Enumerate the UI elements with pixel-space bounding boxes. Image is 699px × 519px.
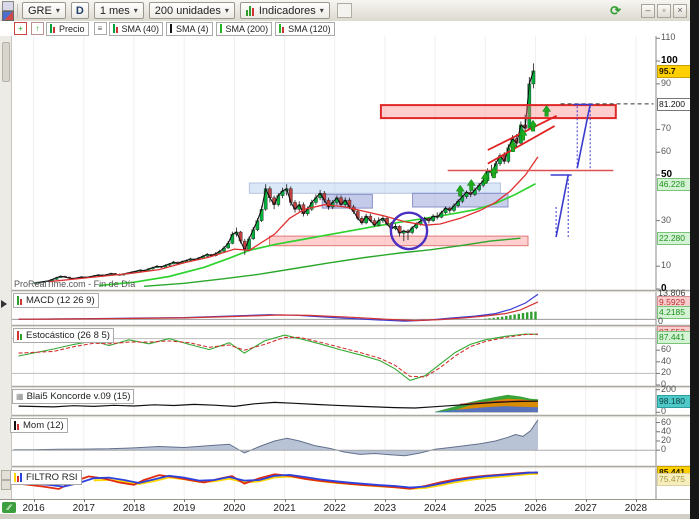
chevron-down-icon: ▾ [133,6,138,15]
chevron-down-icon: ▾ [224,6,229,15]
close-button[interactable]: × [673,3,687,18]
minimize-button[interactable]: – [641,3,655,18]
add-order-icon[interactable]: + [14,22,27,35]
legend-item-sma-120-[interactable]: SMA (120) [275,21,335,36]
legend-item-sma-200-[interactable]: SMA (200) [215,21,273,36]
stochastic-icon [17,331,23,340]
indicators-icon [245,5,255,16]
chart-canvas[interactable] [0,36,699,499]
chevron-down-icon: ▾ [55,6,60,15]
legend-item-sma-4-[interactable]: SMA (4) [166,21,213,36]
momentum-icon [14,421,20,430]
rsi-filter-icon [14,473,23,482]
layers-icon[interactable] [2,0,14,11]
left-toolbar-strip[interactable] [0,36,12,499]
symbol-dropdown[interactable]: GRE ▾ [22,2,66,19]
legend-row: + ↑ Precio ≡ SMA (40) SMA (4) SMA (200) SMA… [0,21,699,37]
chevron-down-icon: ▾ [319,6,324,15]
panel-label-macd[interactable]: MACD (12 26 9) [13,293,99,308]
toolbar: GRE ▾ D 1 mes ▾ 200 unidades ▾ Indicadores ▾… [0,0,699,22]
series-color-icon [279,24,285,33]
legend-item-label: SMA (4) [176,23,209,34]
units-dropdown[interactable]: 200 unidades ▾ [148,2,235,19]
panel-label-koncorde[interactable]: ▦ Blai5 Koncorde v.09 (15) [12,389,135,404]
promote-arrow-icon[interactable]: ↑ [31,22,44,35]
series-color-icon [170,24,173,33]
series-color-icon [50,24,56,33]
panel-label-filtro-rsi[interactable]: FILTRO RSI [10,470,82,485]
toolbar-divider [17,3,18,18]
watermark: ProRealTime.com - Fin de Día [14,279,136,289]
legend-item-sma-40-[interactable]: SMA (40) [108,21,164,36]
timeframe-daily-button[interactable]: D [70,2,89,19]
series-color-icon [219,24,223,33]
extra-tool-button[interactable] [336,3,352,18]
maximize-button[interactable]: ▫ [657,3,671,18]
list-icon[interactable]: ≡ [93,22,107,35]
collapse-arrow-icon[interactable] [1,300,7,308]
indicators-dropdown[interactable]: Indicadores ▾ [239,2,330,19]
legend-item-label: SMA (120) [288,23,331,34]
legend-item-label: SMA (40) [121,23,160,34]
window-right-edge [690,0,699,519]
pin-icon[interactable] [2,10,14,21]
scroll-handle[interactable] [2,42,10,82]
legend-item-label: Precio [59,23,85,34]
panel-label-estocastico[interactable]: Estocástico (26 8 5) [13,328,114,343]
refresh-icon[interactable]: ⟳ [610,2,621,18]
legend-item-label: SMA (200) [225,23,269,34]
koncorde-icon: ▦ [16,392,24,401]
prorealtime-logo: ∕∕ [2,502,16,513]
macd-icon [17,296,23,305]
window-bottom-edge [0,514,699,519]
panel-label-mom[interactable]: Mom (12) [10,418,68,433]
legend-item-precio[interactable]: Precio [46,21,89,36]
panel-resize-down-button[interactable] [1,480,11,490]
series-color-icon [112,24,119,33]
period-dropdown[interactable]: 1 mes ▾ [93,2,144,19]
